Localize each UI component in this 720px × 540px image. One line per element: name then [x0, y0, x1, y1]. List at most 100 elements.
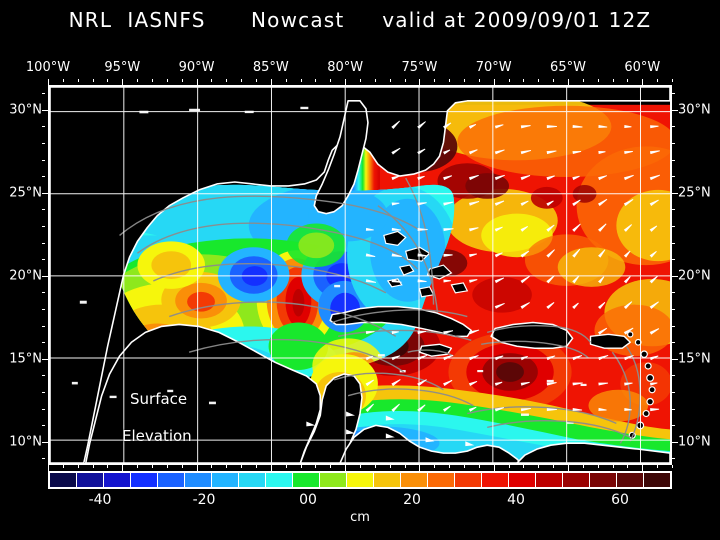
latitude-tick-label-right: 15°N [678, 351, 711, 367]
axis-tick [315, 79, 317, 82]
colorbar-swatch[interactable] [590, 473, 617, 487]
axis-tick [42, 159, 45, 161]
axis-tick [464, 79, 465, 82]
axis-tick [582, 465, 584, 468]
axis-tick [672, 143, 675, 145]
axis-tick [374, 465, 376, 468]
colorbar-swatch[interactable] [266, 473, 293, 487]
axis-tick [256, 79, 257, 82]
axis-tick [42, 292, 45, 294]
axis-tick [166, 79, 168, 82]
colorbar-swatch[interactable] [536, 473, 563, 487]
colorbar-swatch[interactable] [212, 473, 239, 487]
axis-tick [330, 465, 332, 468]
axis-tick [42, 408, 45, 410]
axis-tick [568, 79, 569, 85]
colorbar-swatch[interactable] [509, 473, 536, 487]
colorbar-swatch[interactable] [50, 473, 77, 487]
axis-tick [493, 465, 495, 471]
axis-tick [449, 465, 451, 468]
longitude-tick-label: 60°W [624, 60, 661, 75]
axis-tick [62, 79, 64, 82]
colorbar[interactable] [48, 471, 672, 489]
axis-tick [42, 375, 45, 377]
axis-tick [493, 79, 495, 85]
axis-tick [211, 79, 213, 82]
axis-tick [627, 79, 629, 82]
colorbar-swatch[interactable] [563, 473, 590, 487]
axis-tick [553, 79, 555, 82]
axis-tick [612, 79, 614, 82]
longitude-tick-label: 85°W [252, 60, 289, 75]
colorbar-swatch[interactable] [644, 473, 670, 487]
axis-tick [226, 465, 228, 468]
axis-tick [285, 79, 287, 82]
axis-tick [92, 465, 94, 468]
axis-tick [166, 465, 168, 468]
axis-tick [241, 79, 243, 82]
colorbar-swatch[interactable] [347, 473, 374, 487]
axis-tick [48, 465, 49, 471]
axis-tick [300, 465, 302, 468]
axis-tick [122, 79, 124, 85]
axis-tick [672, 126, 675, 128]
longitude-tick-label: 90°W [178, 60, 215, 75]
axis-tick [48, 79, 49, 85]
axis-tick [642, 79, 644, 85]
axis-tick [360, 465, 361, 468]
axis-tick [612, 465, 614, 468]
colorbar-swatch[interactable] [77, 473, 104, 487]
colorbar-swatch[interactable] [320, 473, 347, 487]
axis-tick [672, 408, 675, 410]
axis-tick [672, 441, 678, 443]
axis-tick [672, 358, 678, 360]
longitude-tick-label: 80°W [327, 60, 364, 75]
axis-tick [42, 425, 45, 427]
colorbar-swatch[interactable] [158, 473, 185, 487]
latitude-tick-label-left: 25°N [9, 185, 42, 201]
axis-tick [434, 79, 436, 82]
axis-tick [42, 358, 48, 360]
axis-tick [107, 465, 109, 468]
axis-tick [42, 325, 45, 327]
axis-tick [77, 465, 79, 468]
axis-tick [508, 79, 510, 82]
axis-tick [419, 465, 421, 471]
axis-tick [672, 226, 675, 228]
axis-tick [523, 465, 525, 468]
axis-tick [389, 79, 391, 82]
map-plot-area[interactable]: Surface Elevation [48, 85, 672, 465]
axis-tick [42, 209, 45, 211]
axis-tick [42, 192, 48, 194]
colorbar-swatch[interactable] [428, 473, 455, 487]
axis-tick [538, 465, 540, 468]
axis-tick [478, 79, 480, 82]
colorbar-swatch[interactable] [293, 473, 320, 487]
axis-tick [672, 292, 675, 294]
axis-tick [42, 109, 48, 111]
axis-tick [538, 79, 540, 82]
colorbar-swatch[interactable] [455, 473, 482, 487]
colorbar-swatch[interactable] [185, 473, 212, 487]
axis-tick [42, 242, 45, 244]
latitude-tick-label-left: 10°N [9, 434, 42, 450]
latitude-tick-label-left: 20°N [9, 268, 42, 284]
colorbar-swatch[interactable] [617, 473, 644, 487]
axis-tick [672, 325, 675, 327]
colorbar-swatch[interactable] [374, 473, 401, 487]
colorbar-swatch[interactable] [401, 473, 428, 487]
axis-tick [597, 79, 599, 82]
axis-tick [672, 93, 675, 95]
colorbar-swatch[interactable] [131, 473, 158, 487]
axis-tick [42, 275, 48, 277]
colorbar-swatch[interactable] [482, 473, 509, 487]
axis-tick [181, 79, 183, 82]
axis-tick [42, 126, 45, 128]
axis-tick [374, 79, 376, 82]
axis-tick [672, 259, 675, 261]
colorbar-swatch[interactable] [104, 473, 131, 487]
longitude-tick-label: 95°W [104, 60, 141, 75]
colorbar-swatch[interactable] [239, 473, 266, 487]
latitude-tick-label-left: 30°N [9, 102, 42, 118]
